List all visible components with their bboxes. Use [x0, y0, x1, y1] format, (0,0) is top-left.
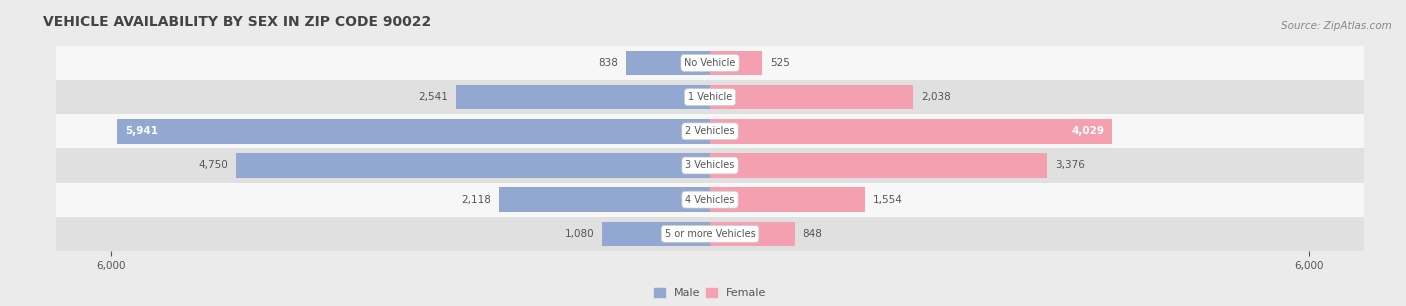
- Bar: [710, 153, 1047, 178]
- Text: 525: 525: [770, 58, 790, 68]
- Text: 4,029: 4,029: [1071, 126, 1104, 136]
- Text: 2,118: 2,118: [461, 195, 491, 205]
- Text: 1 Vehicle: 1 Vehicle: [688, 92, 733, 102]
- Bar: [710, 51, 762, 75]
- Bar: [236, 153, 710, 178]
- Text: 4,750: 4,750: [198, 160, 228, 170]
- Text: 3,376: 3,376: [1054, 160, 1085, 170]
- Bar: [499, 187, 710, 212]
- Text: 5 or more Vehicles: 5 or more Vehicles: [665, 229, 755, 239]
- Bar: [710, 222, 794, 246]
- Text: 2,541: 2,541: [419, 92, 449, 102]
- Bar: [51, 80, 1369, 114]
- Text: 838: 838: [599, 58, 619, 68]
- Bar: [710, 187, 865, 212]
- Bar: [627, 51, 710, 75]
- Bar: [51, 114, 1369, 148]
- Bar: [51, 183, 1369, 217]
- Legend: Male, Female: Male, Female: [650, 283, 770, 303]
- Text: Source: ZipAtlas.com: Source: ZipAtlas.com: [1281, 21, 1392, 32]
- Bar: [457, 85, 710, 110]
- Text: 2 Vehicles: 2 Vehicles: [685, 126, 735, 136]
- Text: 4 Vehicles: 4 Vehicles: [685, 195, 735, 205]
- Text: 848: 848: [803, 229, 823, 239]
- Text: 1,080: 1,080: [565, 229, 595, 239]
- Bar: [51, 217, 1369, 251]
- Text: 2,038: 2,038: [921, 92, 952, 102]
- Bar: [51, 46, 1369, 80]
- Bar: [117, 119, 710, 144]
- Bar: [602, 222, 710, 246]
- Text: 1,554: 1,554: [873, 195, 903, 205]
- Bar: [710, 85, 914, 110]
- Text: 3 Vehicles: 3 Vehicles: [685, 160, 735, 170]
- Text: VEHICLE AVAILABILITY BY SEX IN ZIP CODE 90022: VEHICLE AVAILABILITY BY SEX IN ZIP CODE …: [44, 16, 432, 29]
- Bar: [710, 119, 1112, 144]
- Text: No Vehicle: No Vehicle: [685, 58, 735, 68]
- Text: 5,941: 5,941: [125, 126, 157, 136]
- Bar: [51, 148, 1369, 183]
